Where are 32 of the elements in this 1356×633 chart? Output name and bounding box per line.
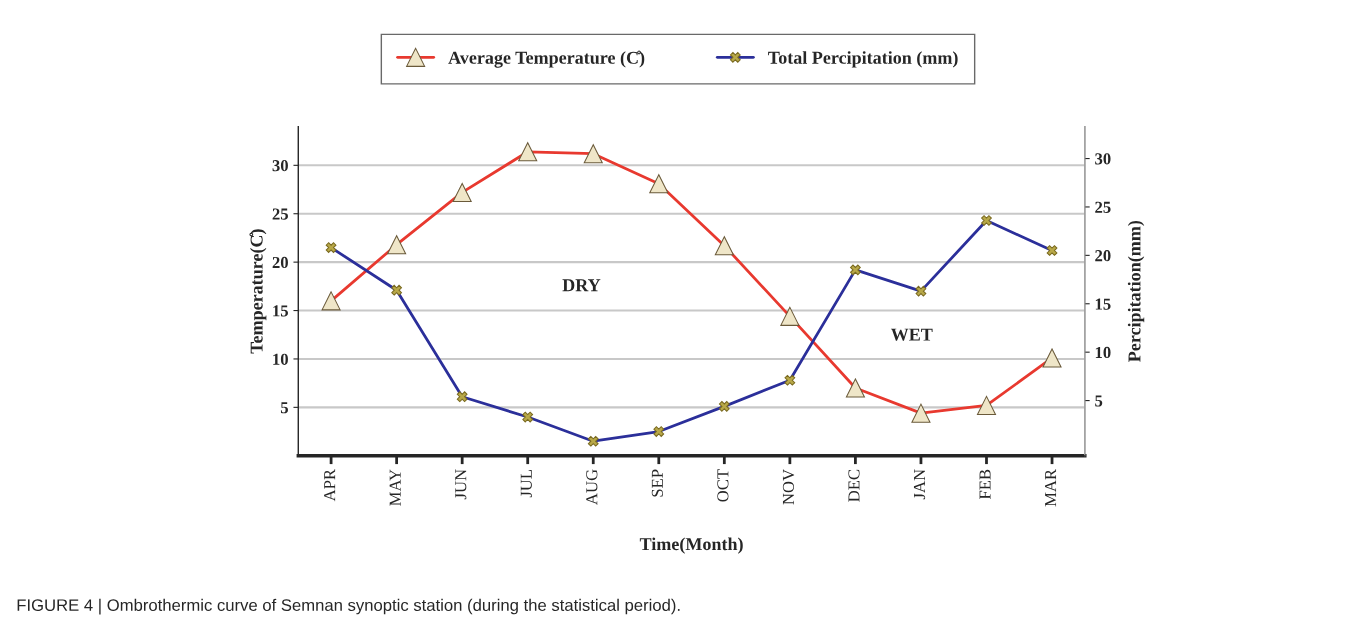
- y2-tick-label: 15: [1095, 298, 1111, 310]
- x-tick-label: JAN: [913, 469, 926, 500]
- x-tick-label: OCT: [717, 469, 729, 502]
- x-tick-label: DEC: [848, 469, 860, 502]
- y-axis-title: Temperature(C̊): [249, 229, 267, 354]
- x-tick-label: FEB: [979, 469, 991, 500]
- annotation: WET: [890, 328, 933, 341]
- y2-tick-label: 20: [1095, 250, 1111, 262]
- y2-tick-label: 10: [1095, 346, 1111, 359]
- x-tick-label: APR: [324, 468, 336, 502]
- y-tick-label: 10: [273, 353, 288, 365]
- x-tick-label: MAY: [389, 469, 401, 506]
- y-tick-label: 20: [272, 256, 288, 269]
- x-tick-label: JUN: [455, 469, 467, 500]
- legend-label: Total Percipitation (mm): [768, 51, 958, 68]
- legend-label: Average Temperature (C̊): [448, 50, 645, 68]
- y2-tick-label: 30: [1095, 153, 1111, 165]
- annotation: DRY: [562, 279, 601, 292]
- y-tick-label: 25: [272, 208, 288, 220]
- x-axis-title: Time(Month): [639, 537, 743, 554]
- x-tick-label: JUL: [520, 469, 532, 498]
- caption: FIGURE 4 | Ombrothermic curve of Semnan synoptic station (during the statistical period).: [17, 598, 680, 615]
- y2-tick-label: 5: [1095, 395, 1103, 407]
- x-tick-label: NOV: [782, 469, 795, 505]
- x-tick-label: MAR: [1045, 468, 1057, 507]
- y2-tick-label: 25: [1095, 201, 1111, 213]
- y-tick-label: 30: [272, 160, 288, 172]
- y-tick-label: 5: [280, 402, 288, 414]
- y-tick-label: 15: [273, 305, 288, 317]
- x-tick-label: AUG: [586, 469, 598, 505]
- x-tick-label: SEP: [651, 469, 663, 497]
- y2-axis-title: Percipitation(mm): [1127, 220, 1145, 362]
